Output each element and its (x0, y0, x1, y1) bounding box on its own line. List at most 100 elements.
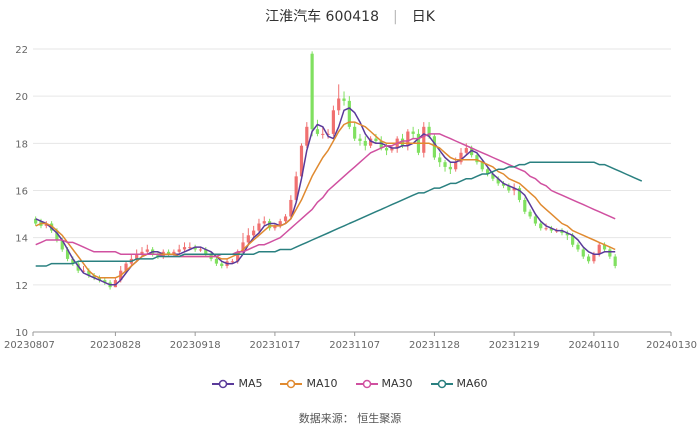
y-tick-label: 12 (15, 281, 28, 292)
candle-body (273, 225, 277, 229)
title-separator: | (393, 9, 398, 25)
candle-body (533, 216, 538, 224)
candle-body (193, 247, 197, 250)
chart-title: 江淮汽车 600418 | 日K (0, 6, 700, 26)
legend-marker-icon (430, 379, 453, 388)
candle-body (331, 110, 335, 134)
candle-body (50, 223, 54, 231)
candle-body (480, 162, 484, 170)
candle-body (406, 131, 410, 146)
series-line-ma10 (35, 121, 616, 279)
candle-body (145, 249, 149, 252)
candle-body (342, 98, 346, 101)
candle-body (422, 126, 426, 153)
candle-body (113, 280, 118, 288)
x-tick-label: 20231017 (249, 340, 300, 351)
candle-body (156, 254, 160, 257)
candle-body (172, 251, 176, 255)
series-line-ma5 (35, 107, 616, 286)
candle-body (464, 148, 468, 153)
data-source: 数据来源： 恒生聚源 (298, 412, 402, 425)
candle-body (87, 270, 91, 276)
legend-label: MA60 (456, 376, 488, 390)
candle-body (528, 211, 532, 217)
candle-body (140, 251, 144, 255)
candle-body (214, 258, 219, 264)
legend-item-ma10[interactable]: MA10 (280, 376, 338, 390)
legend-item-ma30[interactable]: MA30 (355, 376, 413, 390)
candle-body (496, 178, 500, 184)
candle-body (390, 148, 394, 151)
candle-body (103, 280, 107, 283)
x-tick-label: 20231219 (489, 340, 540, 351)
candle-body (565, 232, 569, 236)
candle-body (400, 138, 405, 146)
candle-body (188, 247, 192, 249)
legend-item-ma5[interactable]: MA5 (212, 377, 262, 390)
candle-body (353, 126, 357, 139)
candle-body (315, 129, 320, 134)
legend-label: MA5 (238, 376, 263, 390)
candle-body (475, 155, 479, 163)
x-tick-label: 20240130 (646, 340, 697, 351)
stock-name: 江淮汽车 600418 (265, 9, 379, 25)
candle-body (44, 223, 48, 226)
candle-body (507, 185, 511, 191)
candle-body (379, 140, 383, 149)
candle-body (230, 261, 234, 263)
candle-body (363, 140, 367, 146)
candle-body (427, 126, 431, 137)
legend-marker-icon (355, 379, 378, 388)
candle-body (71, 258, 75, 264)
candle-body (321, 133, 325, 135)
candle-body (539, 223, 543, 229)
candle-body (81, 270, 86, 272)
candle-body (289, 199, 293, 217)
candle-body (252, 230, 256, 236)
legend-label: MA10 (306, 376, 338, 390)
candle-body (262, 221, 266, 224)
legend: MA5 MA10 MA30 MA60 (0, 376, 700, 390)
y-tick-label: 22 (15, 45, 28, 56)
candle-body (246, 235, 250, 243)
legend-item-ma60[interactable]: MA60 (430, 376, 488, 390)
candle-body (204, 249, 208, 255)
candle-body (182, 247, 187, 250)
candle-body (608, 249, 612, 257)
candle-body (459, 152, 463, 163)
candle-body (369, 138, 373, 146)
candle-body (544, 228, 548, 230)
legend-marker-icon (280, 379, 303, 388)
candle-body (592, 254, 596, 262)
candle-body (448, 166, 452, 170)
candle-body (34, 218, 38, 224)
candle-body (299, 145, 304, 177)
candle-body (305, 126, 309, 146)
legend-label: MA30 (381, 376, 413, 390)
candle-body (124, 263, 128, 271)
candle-body (454, 162, 458, 170)
series-line-ma30 (35, 133, 616, 258)
candle-body (523, 199, 527, 212)
candle-body (358, 138, 362, 141)
candle-body (443, 162, 447, 167)
candle-body (576, 244, 580, 250)
y-tick-label: 16 (15, 187, 28, 198)
candle-body (220, 263, 224, 266)
candle-body (374, 138, 378, 141)
y-tick-label: 18 (15, 139, 28, 150)
candle-body (485, 169, 490, 174)
candle-body (241, 242, 245, 252)
candle-body (512, 188, 516, 191)
candle-body (294, 176, 298, 200)
x-axis: 20230807 20230828 20230918 20231017 20231107… (4, 331, 697, 351)
candle-body (571, 235, 575, 245)
candle-body (135, 254, 139, 259)
period-label: 日K (411, 9, 435, 25)
candle-body (581, 249, 585, 257)
candle-body (198, 249, 203, 251)
candle-body (55, 230, 59, 241)
candle-body (65, 249, 70, 259)
candle-body (267, 221, 272, 229)
candle-body (586, 256, 591, 262)
